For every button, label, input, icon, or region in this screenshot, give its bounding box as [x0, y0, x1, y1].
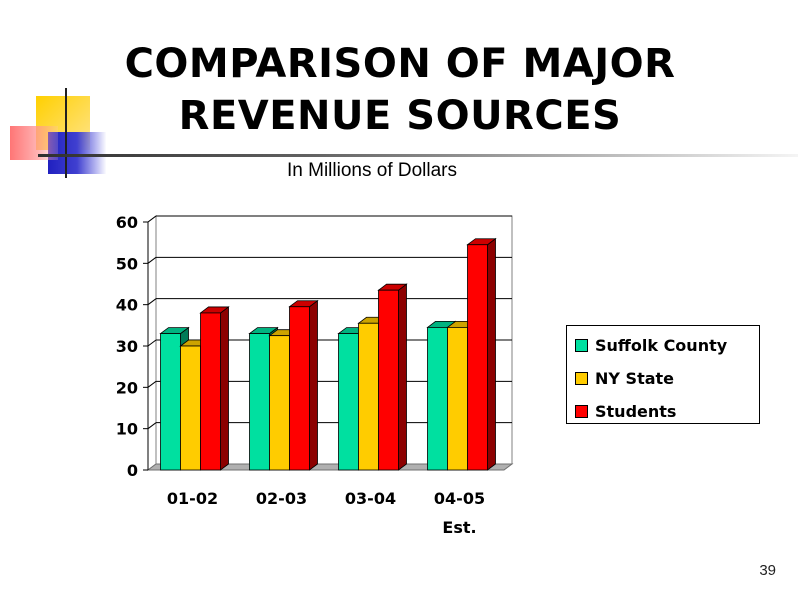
gridline-side [147, 339, 157, 347]
y-tick-label: 40 [116, 296, 138, 315]
slide-title-line2: REVENUE SOURCES [178, 93, 622, 139]
bar [200, 312, 221, 471]
x-tick-label: 04-05 [434, 489, 485, 508]
bar [378, 289, 399, 471]
bar-side [309, 299, 318, 471]
bar-side [487, 237, 496, 471]
legend-label: Suffolk County [595, 335, 728, 355]
x-tick-label: 02-03 [256, 489, 307, 508]
legend-label: NY State [595, 368, 675, 388]
y-tick-label: 50 [116, 254, 138, 273]
legend-swatch [575, 371, 588, 385]
legend-label: Students [595, 401, 677, 421]
y-tick-label: 10 [116, 420, 138, 439]
bar [180, 345, 201, 471]
legend-item: Suffolk County [575, 335, 727, 355]
y-tick-label: 20 [116, 378, 138, 397]
bar [249, 333, 270, 471]
slide-title-line1: COMPARISON OF MAJOR [124, 41, 676, 87]
gridline-side [147, 256, 157, 264]
bar [269, 335, 290, 471]
bar [338, 333, 359, 471]
legend-item: NY State [575, 368, 674, 388]
bar [289, 306, 310, 471]
gridline-side [147, 380, 157, 388]
bar [447, 326, 468, 471]
page-number: 39 [759, 562, 776, 579]
gridline-side [147, 215, 157, 223]
y-tick-label: 30 [116, 337, 138, 356]
legend-swatch [575, 404, 588, 418]
x-tick-label: 03-04 [345, 489, 396, 508]
bar [427, 326, 448, 471]
chart-title: In Millions of Dollars [287, 160, 457, 181]
legend-item: Students [575, 401, 676, 421]
bar [467, 244, 488, 471]
bar-side [220, 306, 229, 471]
bar [160, 333, 181, 471]
x-tick-sublabel: Est. [442, 518, 476, 537]
decor-vertical-line [65, 88, 67, 178]
y-tick-label: 60 [116, 213, 138, 232]
x-tick-label: 01-02 [167, 489, 218, 508]
gridline-side [147, 298, 157, 306]
bar-side [398, 283, 407, 471]
gridline-side [147, 422, 157, 430]
y-tick-label: 0 [127, 461, 138, 480]
bar [358, 322, 379, 471]
decor-horizontal-line [38, 154, 798, 157]
chart-legend: Suffolk County NY State Students [566, 325, 760, 424]
legend-swatch [575, 338, 588, 352]
